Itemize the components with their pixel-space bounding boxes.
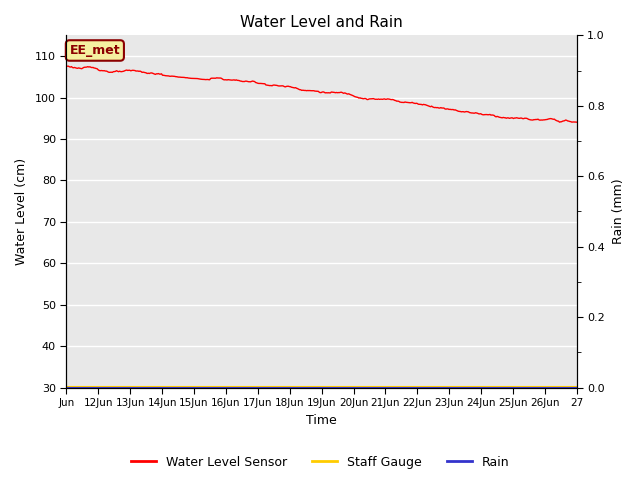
Legend: Water Level Sensor, Staff Gauge, Rain: Water Level Sensor, Staff Gauge, Rain	[125, 451, 515, 474]
Y-axis label: Rain (mm): Rain (mm)	[612, 179, 625, 244]
Text: EE_met: EE_met	[70, 44, 120, 57]
Title: Water Level and Rain: Water Level and Rain	[240, 15, 403, 30]
Y-axis label: Water Level (cm): Water Level (cm)	[15, 158, 28, 265]
X-axis label: Time: Time	[307, 414, 337, 427]
